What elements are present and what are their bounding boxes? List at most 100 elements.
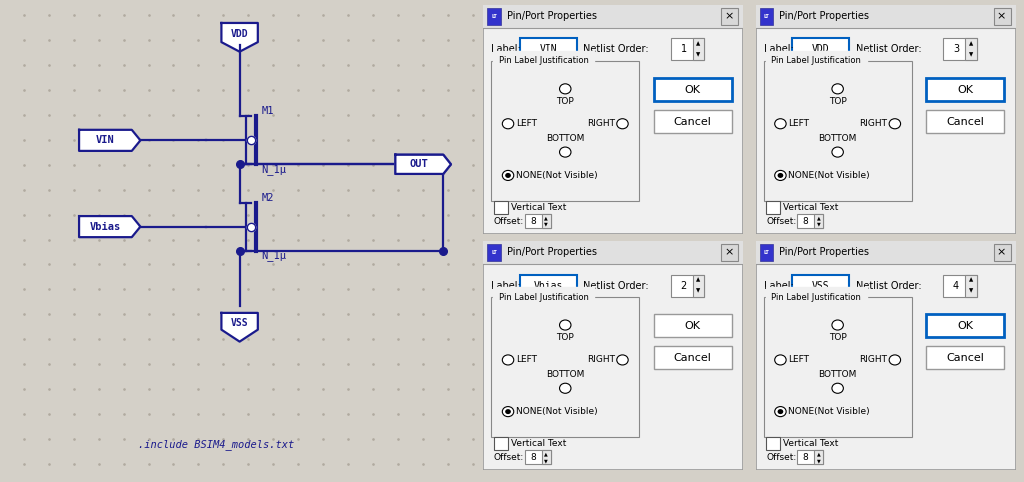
- Text: BOTTOM: BOTTOM: [546, 370, 585, 379]
- Text: ▲: ▲: [969, 41, 973, 46]
- Circle shape: [503, 355, 514, 365]
- Text: TOP: TOP: [828, 97, 847, 106]
- Text: Vbias: Vbias: [90, 222, 121, 232]
- Circle shape: [831, 147, 844, 157]
- Text: BOTTOM: BOTTOM: [818, 370, 857, 379]
- FancyBboxPatch shape: [483, 5, 743, 234]
- Polygon shape: [395, 155, 451, 174]
- Text: Netlist Order:: Netlist Order:: [584, 44, 649, 54]
- Circle shape: [775, 171, 786, 180]
- Polygon shape: [79, 130, 140, 151]
- FancyBboxPatch shape: [965, 275, 977, 296]
- Text: .include BSIM4_models.txt: .include BSIM4_models.txt: [137, 439, 294, 450]
- Text: 4: 4: [953, 281, 959, 291]
- Text: OK: OK: [685, 321, 700, 331]
- Text: Offset:: Offset:: [766, 453, 797, 462]
- Text: ×: ×: [996, 11, 1007, 21]
- FancyBboxPatch shape: [764, 61, 911, 201]
- Text: Pin Label Justification: Pin Label Justification: [771, 56, 861, 66]
- Text: Offset:: Offset:: [766, 217, 797, 226]
- Text: Cancel: Cancel: [674, 117, 712, 127]
- FancyBboxPatch shape: [798, 214, 823, 228]
- Text: ▼: ▼: [817, 222, 820, 227]
- Text: LEFT: LEFT: [788, 355, 809, 364]
- Text: Offset:: Offset:: [494, 453, 524, 462]
- Text: LT: LT: [492, 250, 497, 255]
- Text: Vertical Text: Vertical Text: [783, 439, 839, 448]
- FancyBboxPatch shape: [760, 8, 773, 25]
- FancyBboxPatch shape: [926, 110, 1005, 133]
- FancyBboxPatch shape: [926, 314, 1005, 337]
- Circle shape: [559, 383, 571, 393]
- Text: LEFT: LEFT: [516, 119, 537, 128]
- Text: OK: OK: [957, 321, 973, 331]
- FancyBboxPatch shape: [487, 8, 501, 25]
- FancyBboxPatch shape: [756, 5, 1016, 234]
- Circle shape: [831, 383, 844, 393]
- Text: LEFT: LEFT: [788, 119, 809, 128]
- Text: Pin/Port Properties: Pin/Port Properties: [779, 11, 869, 21]
- Circle shape: [889, 119, 900, 129]
- Text: 8: 8: [803, 453, 808, 462]
- Text: Netlist Order:: Netlist Order:: [856, 281, 922, 291]
- FancyBboxPatch shape: [653, 314, 732, 337]
- FancyBboxPatch shape: [793, 39, 849, 60]
- FancyBboxPatch shape: [721, 244, 738, 261]
- Text: ×: ×: [724, 247, 734, 257]
- Text: NONE(Not Visible): NONE(Not Visible): [516, 171, 597, 180]
- Text: ▼: ▼: [969, 289, 973, 294]
- Text: OK: OK: [685, 84, 700, 94]
- Text: BOTTOM: BOTTOM: [818, 134, 857, 143]
- FancyBboxPatch shape: [483, 5, 743, 27]
- FancyBboxPatch shape: [494, 437, 508, 450]
- Text: TOP: TOP: [556, 333, 574, 342]
- Text: Pin/Port Properties: Pin/Port Properties: [507, 247, 597, 257]
- Circle shape: [831, 84, 844, 94]
- Text: VDD: VDD: [230, 29, 249, 39]
- Circle shape: [503, 119, 514, 129]
- FancyBboxPatch shape: [653, 78, 732, 101]
- Text: VDD: VDD: [812, 44, 829, 54]
- FancyBboxPatch shape: [542, 214, 551, 228]
- Text: Pin Label Justification: Pin Label Justification: [499, 56, 589, 66]
- Text: ▲: ▲: [817, 452, 820, 456]
- Text: M2: M2: [261, 193, 273, 202]
- Text: N_1μ: N_1μ: [261, 164, 286, 175]
- Text: TOP: TOP: [828, 333, 847, 342]
- Text: Pin/Port Properties: Pin/Port Properties: [779, 247, 869, 257]
- Circle shape: [775, 119, 786, 129]
- Polygon shape: [221, 23, 258, 52]
- Circle shape: [616, 119, 628, 129]
- Text: LT: LT: [764, 250, 769, 255]
- Text: VSS: VSS: [230, 319, 249, 328]
- Text: 2: 2: [681, 281, 687, 291]
- Text: OUT: OUT: [410, 160, 429, 169]
- Text: ▲: ▲: [969, 278, 973, 282]
- FancyBboxPatch shape: [993, 8, 1011, 25]
- FancyBboxPatch shape: [692, 275, 705, 296]
- Text: Vertical Text: Vertical Text: [783, 203, 839, 212]
- Circle shape: [503, 407, 514, 416]
- Circle shape: [775, 355, 786, 365]
- Circle shape: [831, 320, 844, 330]
- Text: 8: 8: [530, 453, 536, 462]
- Text: Cancel: Cancel: [946, 353, 984, 363]
- FancyBboxPatch shape: [671, 275, 705, 296]
- Text: OK: OK: [957, 84, 973, 94]
- Text: ▲: ▲: [545, 215, 548, 220]
- Text: 3: 3: [953, 44, 959, 54]
- Text: Netlist Order:: Netlist Order:: [584, 281, 649, 291]
- Text: 8: 8: [530, 217, 536, 226]
- Text: LEFT: LEFT: [516, 355, 537, 364]
- Text: Label:: Label:: [492, 44, 521, 54]
- Text: ▲: ▲: [696, 278, 700, 282]
- Text: ▼: ▼: [545, 458, 548, 463]
- FancyBboxPatch shape: [494, 201, 508, 214]
- Text: ▲: ▲: [817, 215, 820, 220]
- FancyBboxPatch shape: [926, 346, 1005, 369]
- Text: RIGHT: RIGHT: [587, 119, 614, 128]
- Text: ▼: ▼: [969, 53, 973, 57]
- Text: ▼: ▼: [696, 53, 700, 57]
- Text: OUT: OUT: [410, 160, 429, 169]
- FancyBboxPatch shape: [756, 241, 1016, 264]
